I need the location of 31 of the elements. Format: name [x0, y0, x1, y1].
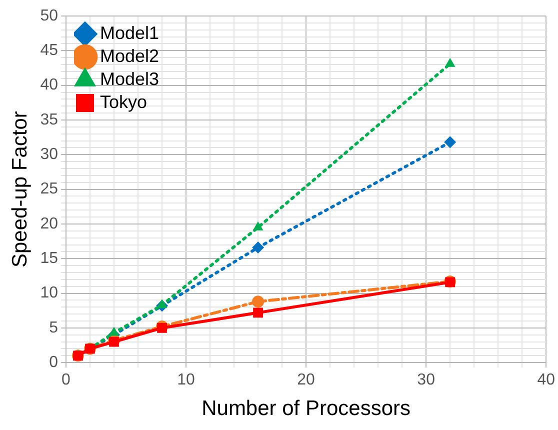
y-tick-label: 50: [40, 7, 58, 24]
y-tick-label: 25: [40, 180, 58, 198]
point: [108, 326, 120, 336]
x-tick-label: 20: [297, 372, 316, 389]
x-tick-label: 30: [417, 372, 436, 389]
y-tick-label: 0: [49, 354, 58, 372]
y-tick-label: 5: [49, 319, 58, 336]
point: [253, 308, 263, 318]
y-tick-label: 15: [40, 250, 58, 268]
point: [252, 221, 264, 230]
point: [109, 336, 119, 347]
x-tick-label: 40: [537, 372, 556, 389]
point: [252, 296, 264, 308]
point: [252, 242, 264, 254]
x-tick-label: 0: [62, 372, 71, 389]
y-axis-title: Speed-up Factor: [8, 111, 32, 268]
legend-label: Tokyo: [100, 92, 148, 112]
x-axis-title: Number of Processors: [202, 397, 410, 420]
point: [156, 299, 168, 308]
y-tick-label: 35: [40, 111, 58, 128]
legend-label: Model2: [100, 46, 160, 66]
y-tick-label: 20: [40, 215, 58, 232]
legend-label: Model3: [100, 68, 160, 89]
y-tick-label: 30: [40, 146, 58, 164]
legend-label: Model1: [100, 22, 160, 43]
y-tick-label: 40: [40, 76, 58, 94]
y-tick-label: 45: [40, 42, 58, 60]
x-tick-label: 10: [177, 372, 196, 389]
point: [444, 58, 456, 67]
point: [444, 136, 456, 148]
y-tick-label: 10: [40, 284, 58, 302]
